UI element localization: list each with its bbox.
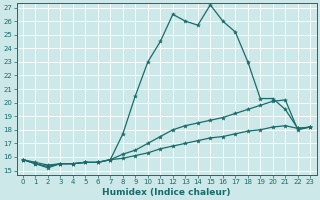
X-axis label: Humidex (Indice chaleur): Humidex (Indice chaleur) <box>102 188 231 197</box>
